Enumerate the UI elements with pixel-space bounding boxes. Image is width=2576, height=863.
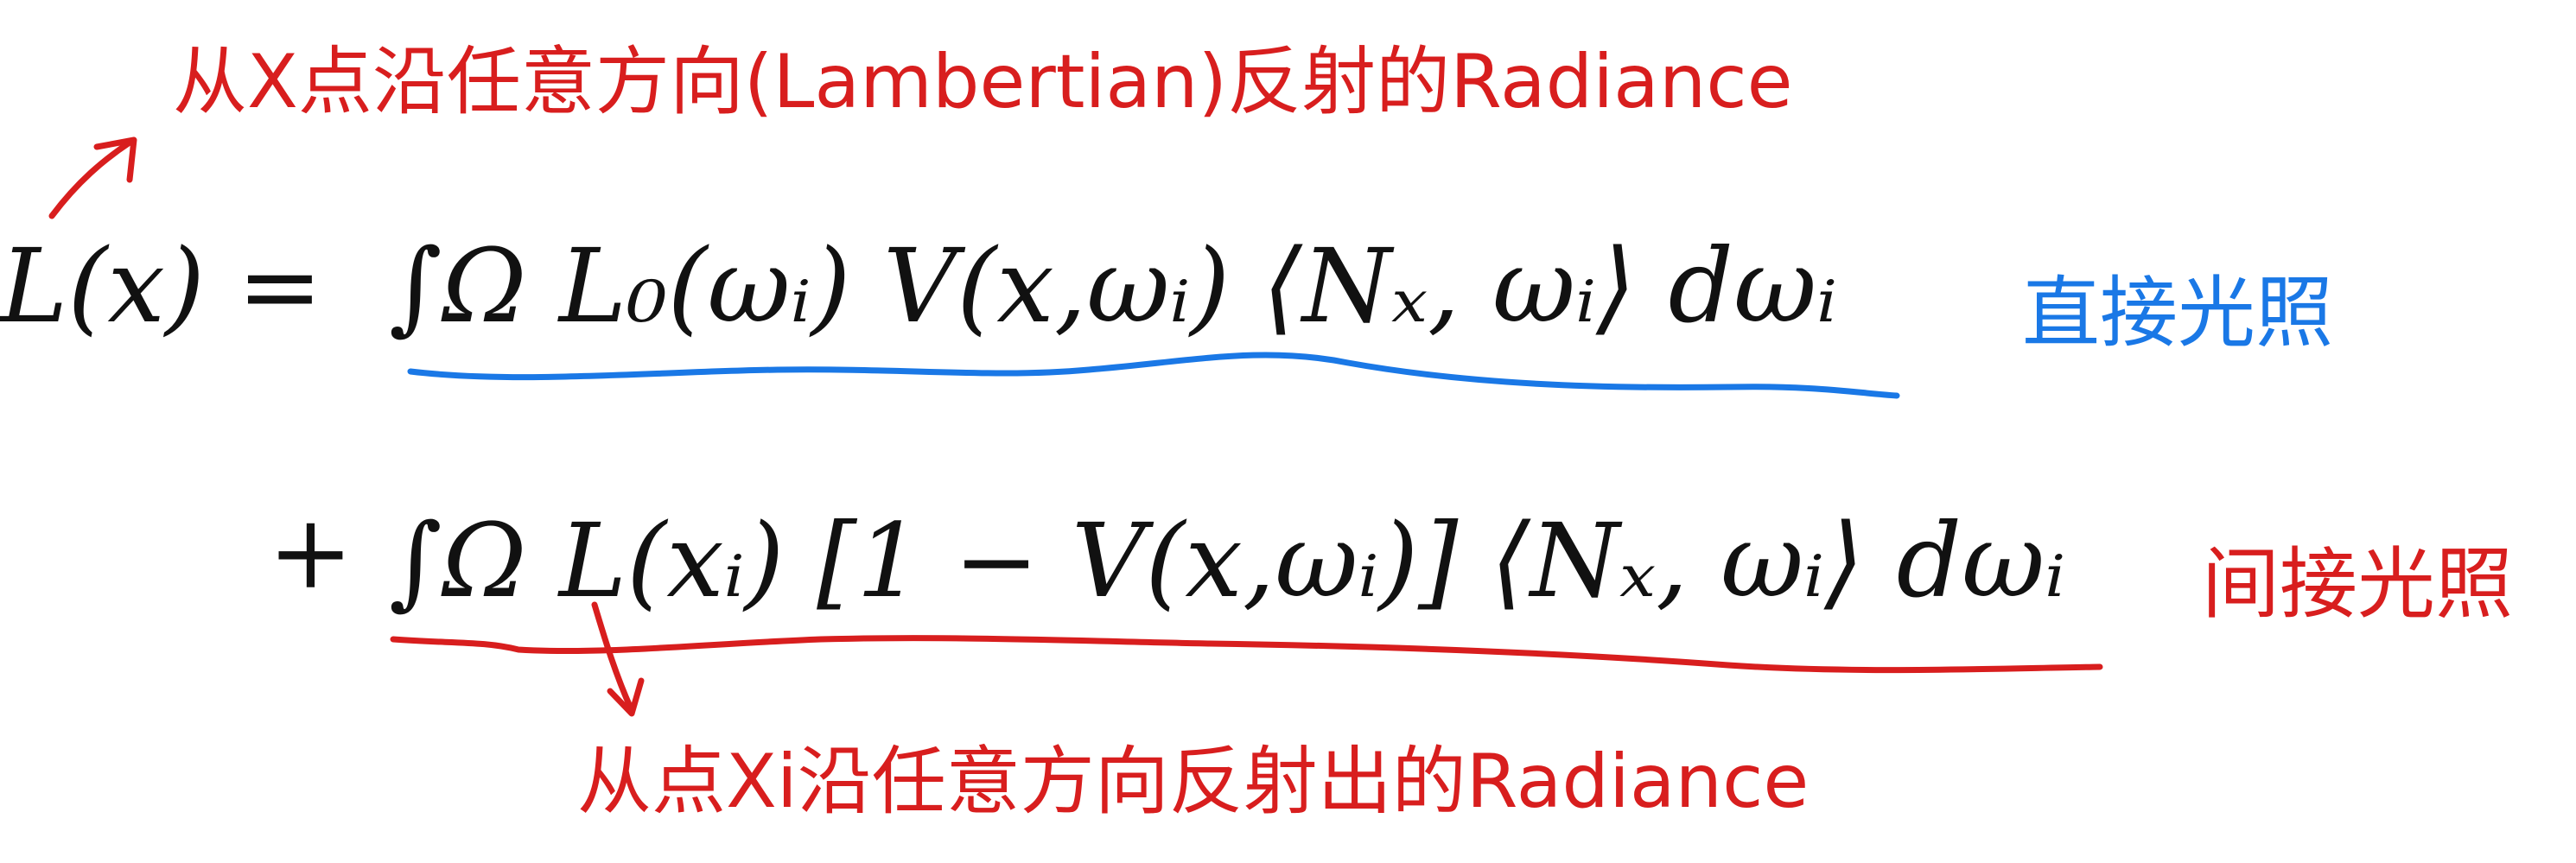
indirect-term: ∫Ω L(xᵢ) [1 − V(x,ωᵢ)] ⟨Nₓ, ωᵢ⟩ dωᵢ <box>389 501 2066 620</box>
top-arrow-head <box>93 136 137 183</box>
indirect-underline <box>390 635 2103 674</box>
top-arrow-shaft <box>48 139 133 219</box>
top-annotation: 从X点沿任意方向(Lambertian)反射的Radiance <box>173 39 1793 125</box>
bottom-arrow-shaft <box>591 601 634 712</box>
bottom-annotation: 从点Xi沿任意方向反射出的Radiance <box>577 739 1810 825</box>
equation-lhs: L(x) = <box>0 226 323 346</box>
plus-sign: + <box>268 492 353 612</box>
bottom-arrow-head <box>607 677 645 717</box>
direct-underline <box>407 352 1900 399</box>
direct-term: ∫Ω L₀(ωᵢ) V(x,ωᵢ) ⟨Nₓ, ωᵢ⟩ dωᵢ <box>389 226 1838 346</box>
indirect-lighting-label: 间接光照 <box>2202 539 2513 630</box>
direct-lighting-label: 直接光照 <box>2022 268 2333 359</box>
